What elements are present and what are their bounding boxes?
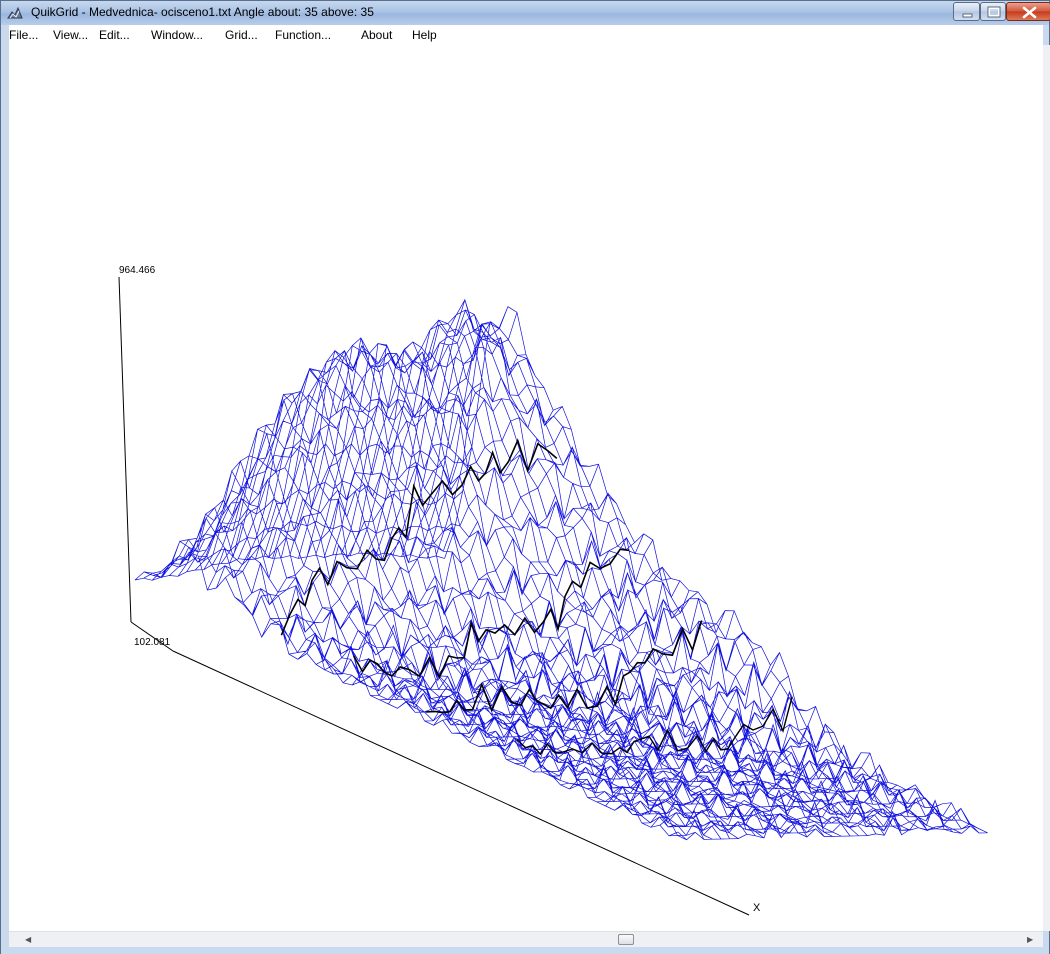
axes	[118, 276, 750, 916]
base-axis-line	[130, 621, 174, 652]
contour-line-4	[516, 696, 793, 756]
contour-lines	[280, 438, 793, 756]
mesh-lines	[134, 298, 988, 841]
x-axis-label: X	[753, 902, 761, 914]
minimize-icon	[962, 13, 973, 18]
x-axis-line	[172, 650, 750, 916]
menu-about[interactable]: About	[361, 28, 393, 42]
horizontal-scrollbar[interactable]: ◀ ▶	[9, 931, 1043, 948]
horizontal-scroll-thumb[interactable]	[618, 934, 634, 945]
maximize-button[interactable]	[980, 2, 1006, 21]
contour-line-3	[426, 620, 703, 714]
contour-line-2	[353, 548, 630, 679]
z-axis-line	[118, 276, 132, 623]
z-max-label: 964.466	[119, 265, 156, 276]
contour-line-1	[280, 438, 558, 636]
z-min-label: 102.081	[134, 637, 171, 648]
window-title: QuikGrid - Medvednica- ocisceno1.txt Ang…	[31, 5, 374, 19]
title-bar[interactable]: QuikGrid - Medvednica- ocisceno1.txt Ang…	[1, 1, 1050, 25]
scroll-right-icon[interactable]: ▶	[1027, 935, 1034, 944]
menu-edit[interactable]: Edit...	[99, 28, 130, 42]
scroll-left-icon[interactable]: ◀	[25, 935, 32, 944]
menu-view[interactable]: View...	[53, 28, 89, 42]
maximize-icon	[987, 6, 1001, 18]
menu-bar: File... View... Edit... Window... Grid..…	[9, 25, 1043, 45]
menu-grid[interactable]: Grid...	[225, 28, 258, 42]
menu-function[interactable]: Function...	[275, 28, 332, 42]
vertical-scrollbar[interactable]	[1043, 45, 1050, 931]
plot-area[interactable]: 964.466 102.081 X	[9, 45, 1043, 931]
minimize-button[interactable]	[953, 2, 980, 21]
quikgrid-app-icon	[7, 6, 23, 19]
window-bottom-border	[1, 947, 1049, 954]
close-icon	[1022, 6, 1037, 19]
menu-file[interactable]: File...	[9, 28, 39, 42]
menu-help[interactable]: Help	[412, 28, 437, 42]
surface-mesh	[134, 298, 988, 841]
menu-window[interactable]: Window...	[151, 28, 204, 42]
3d-surface-plot: 964.466 102.081 X	[118, 265, 988, 916]
close-button[interactable]	[1006, 2, 1050, 21]
